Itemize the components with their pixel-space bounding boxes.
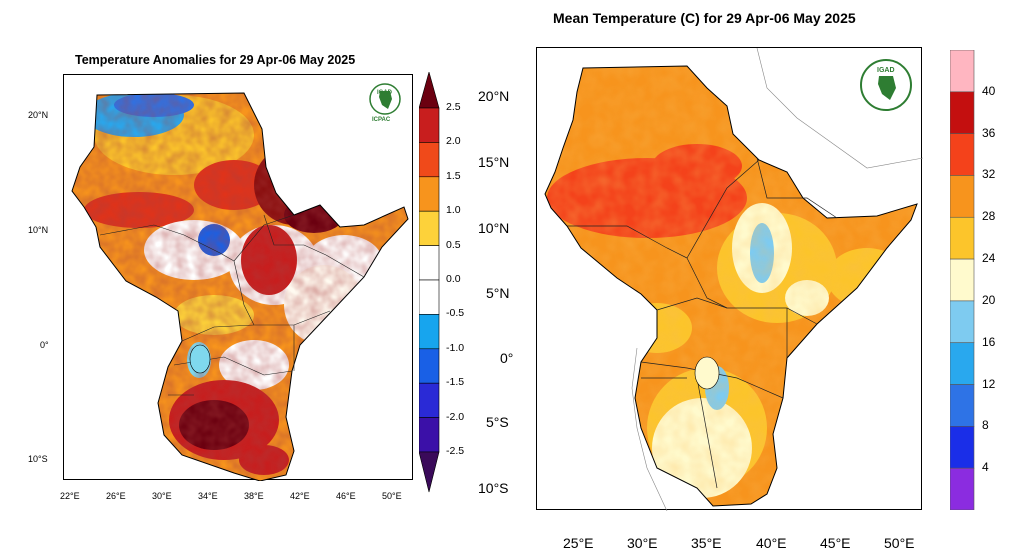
colorbar-segment	[950, 216, 975, 260]
country-borders	[567, 157, 838, 489]
colorbar-segment	[419, 210, 440, 246]
colorbar-tick-label: 24	[982, 251, 996, 266]
right-lat-label: 10°N	[478, 220, 510, 236]
logo-text-igad: IGAD	[877, 67, 895, 74]
colorbar-tick-label: 0.0	[446, 273, 461, 285]
colorbar-tick-label: 28	[982, 209, 996, 224]
right-lon-label: 45°E	[820, 535, 851, 551]
left-lon-label: 34°E	[198, 491, 218, 501]
colorbar-segment	[950, 175, 975, 218]
colorbar-tick-label: 16	[982, 334, 996, 349]
colorbar-segment	[419, 279, 440, 315]
left-lat-label: 20°N	[28, 110, 49, 120]
right-lon-label: 25°E	[563, 535, 594, 551]
colorbar-tick-label: 8	[982, 418, 989, 433]
colorbar-tick-label: 1.0	[446, 204, 461, 217]
colorbar-segment	[419, 245, 440, 281]
left-lat-label: 10°N	[28, 225, 49, 235]
colorbar-top-triangle	[419, 72, 440, 109]
mean-temp-map-canvas	[544, 48, 923, 511]
mean-temp-colorbar	[950, 50, 975, 510]
colorbar-tick-label: 40	[982, 83, 996, 98]
colorbar-tick-label: 32	[982, 167, 996, 182]
right-lon-label: 35°E	[691, 535, 722, 551]
colorbar-tick-label: -2.0	[446, 410, 465, 423]
right-lat-label: 20°N	[478, 88, 510, 104]
colorbar-segment	[950, 258, 975, 302]
right-lon-label: 40°E	[756, 535, 787, 551]
colorbar-segment	[419, 417, 440, 453]
right-lat-label: 10°S	[478, 480, 509, 496]
lake-victoria	[694, 356, 720, 390]
left-lon-label: 50°E	[382, 491, 402, 501]
anomaly-map-canvas	[71, 92, 409, 481]
colorbar-tick-label: 36	[982, 125, 996, 140]
right-lat-label: 0°	[500, 350, 514, 366]
lake-victoria	[189, 344, 211, 374]
colorbar-tick-label: 12	[982, 376, 996, 391]
left-lon-label: 26°E	[106, 491, 126, 501]
colorbar-segment	[950, 50, 975, 93]
colorbar-tick-label: 2.5	[446, 101, 461, 113]
outside-coastline	[631, 48, 923, 511]
logo-text-icpac: ICPAC	[372, 117, 391, 123]
colorbar-bottom-triangle	[419, 451, 440, 493]
colorbar-tick-label: -1.0	[446, 341, 465, 354]
colorbar-segment	[950, 426, 975, 469]
left-lat-label: 0°	[40, 340, 49, 350]
colorbar-segment	[419, 382, 440, 418]
right-lon-label: 30°E	[627, 535, 658, 551]
right-lat-label: 5°N	[486, 285, 510, 301]
anomaly-field	[72, 93, 408, 481]
logo-text-igad: IGAD	[377, 90, 392, 96]
left-lon-label: 22°E	[60, 491, 80, 501]
right-map-title: Mean Temperature (C) for 29 Apr-06 May 2…	[553, 10, 856, 26]
right-lat-label: 5°S	[486, 414, 509, 430]
mean-temp-map-frame: IGAD	[536, 47, 923, 511]
colorbar-segment	[950, 91, 975, 134]
colorbar-tick-label: -0.5	[446, 307, 465, 320]
left-lat-label: 10°S	[28, 454, 48, 464]
colorbar-segment	[950, 384, 975, 427]
colorbar-segment	[950, 467, 975, 510]
colorbar-segment	[950, 342, 975, 385]
left-map-title: Temperature Anomalies for 29 Apr-06 May …	[75, 53, 356, 67]
colorbar-segment	[419, 314, 440, 350]
colorbar-tick-label: 0.5	[446, 238, 461, 251]
anomaly-colorbar	[419, 72, 440, 493]
colorbar-tick-label: 2.0	[446, 135, 461, 148]
left-lon-label: 42°E	[290, 491, 310, 501]
colorbar-tick-label: -2.5	[446, 445, 465, 457]
colorbar-tick-label: 1.5	[446, 169, 461, 182]
colorbar-segment	[419, 107, 440, 143]
colorbar-tick-label: -1.5	[446, 376, 465, 389]
colorbar-tick-label: 20	[982, 292, 996, 307]
right-lon-label: 50°E	[884, 535, 915, 551]
country-borders	[99, 214, 365, 396]
colorbar-segment	[419, 176, 440, 212]
left-lon-label: 38°E	[244, 491, 264, 501]
colorbar-segment	[419, 142, 440, 178]
anomaly-map-frame: IGAD ICPAC	[63, 74, 413, 481]
colorbar-tick-label: 4	[982, 460, 989, 475]
mean-temp-field	[545, 66, 917, 506]
colorbar-segment	[950, 133, 975, 176]
colorbar-segment	[419, 348, 440, 384]
left-lon-label: 46°E	[336, 491, 356, 501]
colorbar-segment	[950, 300, 975, 344]
left-lon-label: 30°E	[152, 491, 172, 501]
right-lat-label: 15°N	[478, 154, 510, 170]
